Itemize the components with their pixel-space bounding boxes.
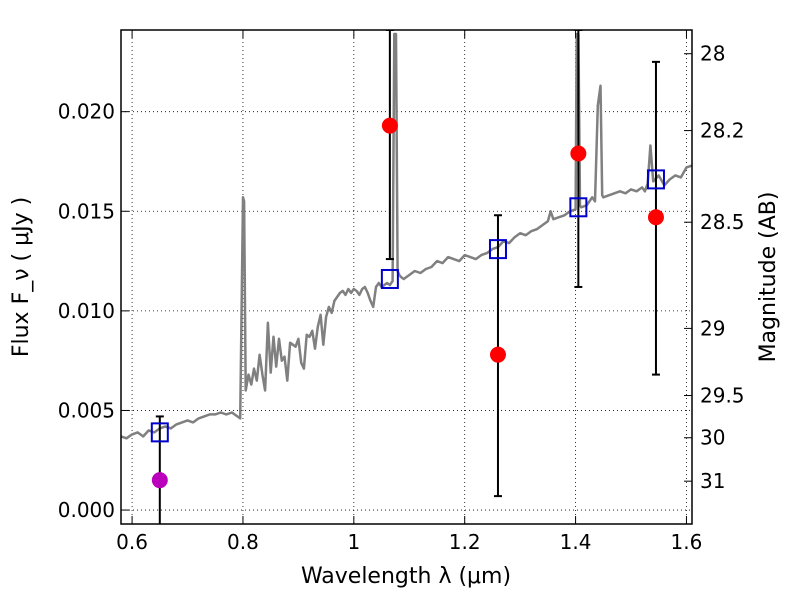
y-axis-label: Flux F_ν ( μJy ) xyxy=(9,197,34,357)
model-photometry-square xyxy=(488,239,507,260)
observed-photometry-point xyxy=(570,145,587,162)
ticks: 0.6 0.8 1 1.2 1.4 1.6 0.000 0.005 0.010 0.015 0.02… xyxy=(58,30,745,554)
y-tick-label: 0.020 xyxy=(58,100,115,124)
model-photometry-square xyxy=(569,197,588,218)
y-tick-label: 0.010 xyxy=(58,299,115,323)
observed-photometry-point xyxy=(151,472,168,489)
right-tick-label: 31 xyxy=(700,469,725,493)
x-tick-label: 1.4 xyxy=(560,530,592,554)
x-tick-label: 1.2 xyxy=(449,530,481,554)
right-tick-label: 28 xyxy=(700,42,725,66)
y-tick-label: 0.015 xyxy=(58,199,115,223)
x-tick-label: 0.6 xyxy=(116,530,148,554)
y-tick-label: 0.005 xyxy=(58,398,115,422)
observed-photometry-point xyxy=(489,346,506,363)
model-spectrum-line xyxy=(121,32,692,440)
right-tick-label: 30 xyxy=(700,426,725,450)
y-tick-label: 0.000 xyxy=(58,498,115,522)
model-photometry-square xyxy=(150,422,169,443)
right-tick-label: 28.5 xyxy=(700,210,745,234)
x-tick-label: 0.8 xyxy=(227,530,259,554)
x-axis-label: Wavelength λ (μm) xyxy=(301,564,511,589)
right-axis-label: Magnitude (AB) xyxy=(756,192,781,363)
model-photometry-square xyxy=(646,169,665,190)
x-tick-label: 1 xyxy=(347,530,360,554)
observed-photometry-point xyxy=(647,209,664,226)
observed-photometry-point xyxy=(381,117,398,134)
model-photometry-square xyxy=(380,268,399,289)
x-tick-label: 1.6 xyxy=(671,530,703,554)
right-tick-label: 28.2 xyxy=(700,119,745,143)
plot-frame xyxy=(120,29,693,525)
plot-data xyxy=(121,30,692,524)
right-tick-label: 29 xyxy=(700,316,725,340)
right-tick-label: 29.5 xyxy=(700,384,745,408)
